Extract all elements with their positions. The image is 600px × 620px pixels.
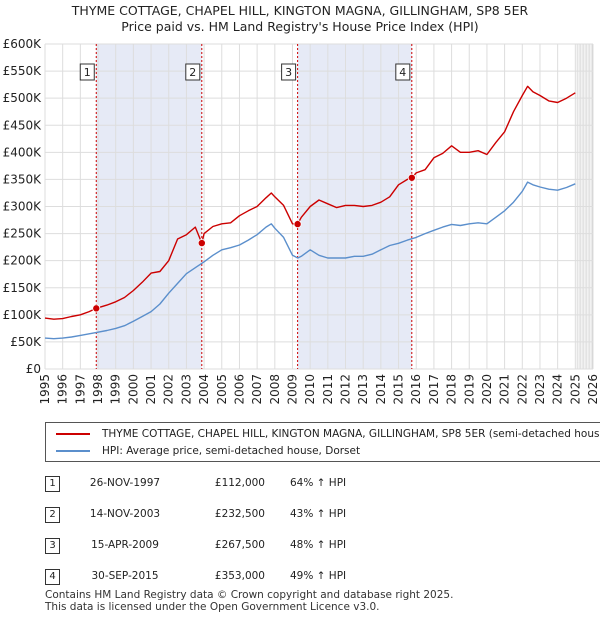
chart-sale-marker-label: 2	[189, 66, 196, 79]
x-tick-label: 2007	[250, 374, 264, 405]
sale-price: £353,000	[214, 570, 265, 582]
x-tick-label: 2010	[303, 374, 317, 405]
price-chart: THYME COTTAGE, CHAPEL HILL, KINGTON MAGN…	[3, 3, 600, 405]
sale-hpi: 43% ↑ HPI	[290, 508, 347, 520]
y-tick-label: £150K	[3, 281, 43, 295]
legend: THYME COTTAGE, CHAPEL HILL, KINGTON MAGN…	[45, 422, 600, 462]
x-tick-label: 2004	[197, 374, 211, 405]
x-tick-label: 2009	[285, 374, 299, 405]
legend-label-hpi: HPI: Average price, semi-detached house,…	[102, 445, 361, 457]
sale-date: 30-SEP-2015	[91, 570, 159, 582]
chart-sale-marker-box	[185, 63, 201, 81]
footer-copyright: Contains HM Land Registry data © Crown c…	[45, 589, 454, 601]
sale-date: 14-NOV-2003	[89, 508, 161, 520]
x-tick-label: 2021	[498, 374, 512, 405]
sale-marker: 4	[45, 569, 60, 585]
x-tick-label: 2000	[126, 374, 140, 405]
y-tick-label: £300K	[3, 200, 43, 214]
x-tick-label: 1996	[56, 374, 70, 405]
chart-sale-marker-box	[79, 63, 95, 81]
sale-point	[407, 173, 416, 182]
x-tick-label: 2023	[533, 374, 547, 405]
x-tick-label: 2011	[321, 374, 335, 405]
chart-sale-marker-label: 4	[399, 66, 406, 79]
x-tick-label: 2008	[268, 374, 282, 405]
sale-price: £267,500	[214, 539, 265, 551]
x-tick-label: 2006	[232, 374, 246, 405]
x-tick-label: 2014	[374, 374, 388, 405]
chart-subtitle: Price paid vs. HM Land Registry's House …	[121, 19, 478, 34]
x-tick-label: 1995	[38, 374, 52, 405]
footer-license: This data is licensed under the Open Gov…	[45, 601, 380, 613]
y-tick-label: £250K	[3, 227, 43, 241]
x-tick-label: 2020	[480, 374, 494, 405]
y-tick-label: £100K	[3, 308, 43, 322]
y-tick-label: £50K	[10, 335, 42, 349]
chart-sale-marker-label: 1	[84, 66, 91, 79]
sale-marker: 3	[45, 538, 60, 554]
sale-hpi: 64% ↑ HPI	[290, 477, 347, 489]
x-tick-label: 2015	[392, 374, 406, 405]
sale-marker: 2	[45, 507, 60, 523]
x-tick-label: 2002	[162, 374, 176, 405]
x-tick-label: 2019	[462, 374, 476, 405]
sale-point	[293, 220, 302, 229]
chart-sale-marker-label: 3	[285, 66, 292, 79]
sale-row: 1 26-NOV-1997 £112,000 64% ↑ HPI	[45, 476, 445, 496]
sale-row: 2 14-NOV-2003 £232,500 43% ↑ HPI	[45, 507, 445, 527]
y-tick-label: £200K	[3, 254, 43, 268]
footer: Contains HM Land Registry data © Crown c…	[45, 589, 453, 613]
x-tick-label: 2017	[427, 374, 441, 405]
x-tick-label: 2013	[356, 374, 370, 405]
sale-hpi: 49% ↑ HPI	[290, 570, 347, 582]
x-tick-label: 2018	[445, 374, 459, 405]
chart-sale-marker-box	[395, 63, 411, 81]
sale-price: £232,500	[214, 508, 265, 520]
sale-price: £112,000	[214, 477, 265, 489]
legend-item-property: THYME COTTAGE, CHAPEL HILL, KINGTON MAGN…	[56, 428, 600, 444]
chart-title: THYME COTTAGE, CHAPEL HILL, KINGTON MAGN…	[71, 3, 529, 18]
x-tick-label: 2001	[144, 374, 158, 405]
x-tick-label: 2024	[551, 374, 565, 405]
sale-hpi: 48% ↑ HPI	[290, 539, 347, 551]
series-line-hpi	[44, 181, 576, 340]
x-tick-label: 2025	[568, 374, 582, 405]
sale-point	[92, 304, 101, 313]
x-tick-label: 2012	[339, 374, 353, 405]
x-tick-label: 1998	[91, 374, 105, 405]
legend-item-hpi: HPI: Average price, semi-detached house,…	[56, 445, 360, 461]
y-tick-label: £0	[26, 362, 41, 376]
y-tick-label: £500K	[3, 91, 43, 105]
x-tick-label: 1997	[73, 374, 87, 405]
y-tick-label: £550K	[3, 64, 43, 78]
x-tick-label: 2026	[586, 374, 600, 405]
y-tick-label: £350K	[3, 172, 43, 186]
x-tick-label: 2003	[179, 374, 193, 405]
y-tick-label: £400K	[3, 145, 43, 159]
chart-sale-marker-box	[281, 63, 297, 81]
sale-point	[197, 239, 206, 248]
y-tick-label: £600K	[3, 37, 43, 51]
legend-swatch-blue	[56, 450, 90, 452]
sale-date: 26-NOV-1997	[89, 477, 161, 489]
sale-date: 15-APR-2009	[91, 539, 159, 551]
sale-row: 3 15-APR-2009 £267,500 48% ↑ HPI	[45, 538, 445, 558]
legend-label-property: THYME COTTAGE, CHAPEL HILL, KINGTON MAGN…	[102, 428, 600, 440]
y-tick-label: £450K	[3, 118, 43, 132]
x-tick-label: 2022	[515, 374, 529, 405]
sale-row: 4 30-SEP-2015 £353,000 49% ↑ HPI	[45, 569, 445, 589]
x-tick-label: 1999	[109, 374, 123, 405]
series-line-property	[44, 85, 576, 320]
sale-marker: 1	[45, 476, 60, 492]
legend-swatch-red	[56, 433, 90, 435]
x-tick-label: 2005	[215, 374, 229, 405]
x-tick-label: 2016	[409, 374, 423, 405]
